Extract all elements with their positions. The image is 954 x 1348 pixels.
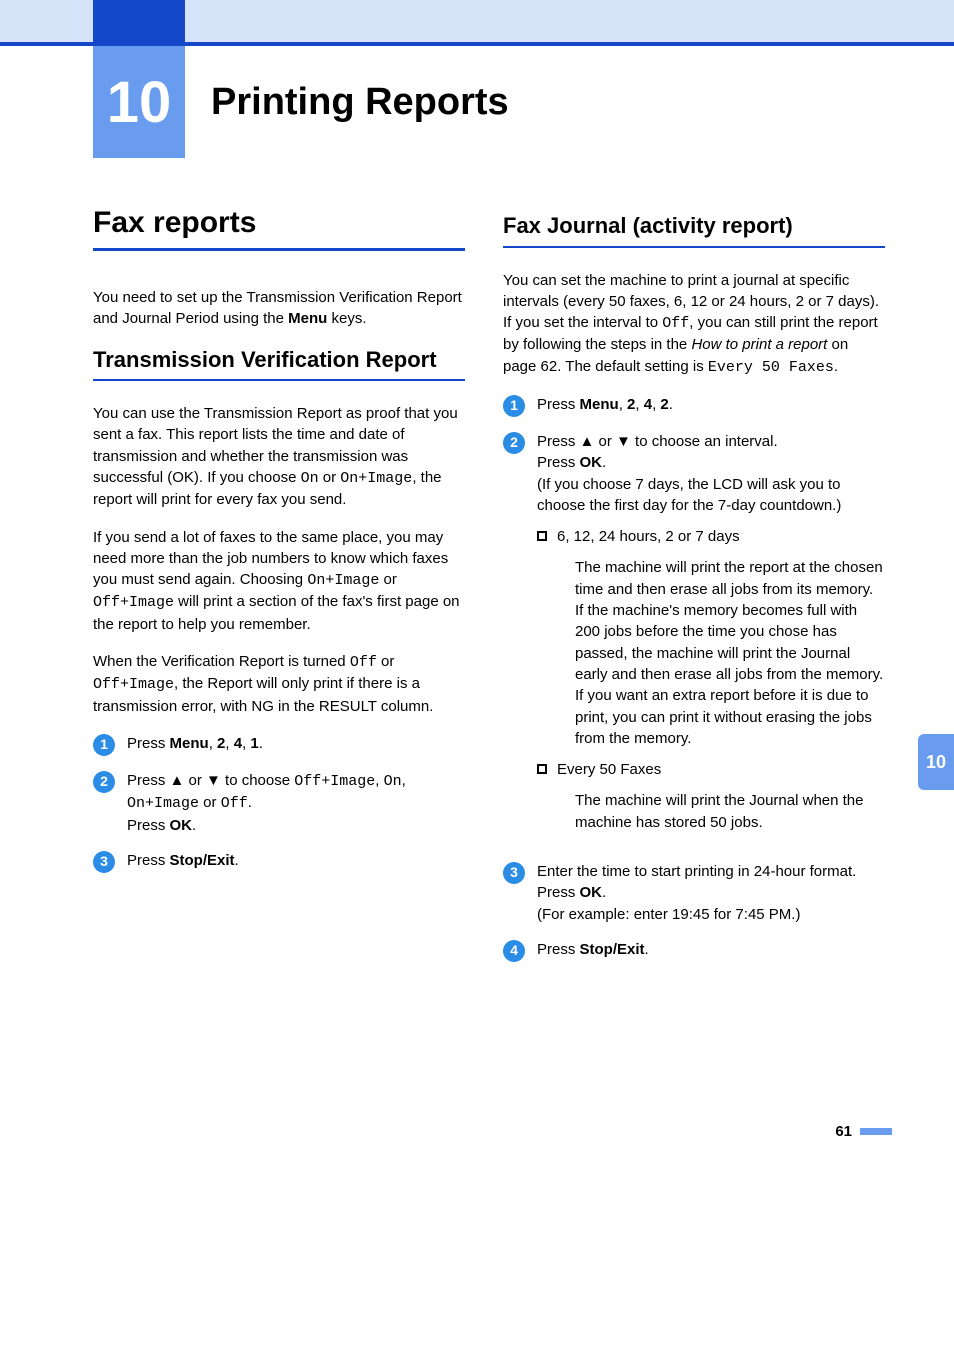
subsection-title: Fax Journal (activity report) — [503, 212, 885, 248]
step-badge: 2 — [93, 771, 115, 793]
step-3: 3 Enter the time to start printing in 24… — [503, 861, 885, 925]
step-1: 1 Press Menu, 2, 4, 2. — [503, 394, 885, 417]
content-area: Fax reports You need to set up the Trans… — [0, 158, 954, 976]
left-column: Fax reports You need to set up the Trans… — [93, 206, 465, 976]
step-badge: 4 — [503, 940, 525, 962]
chapter-number: 10 — [107, 69, 172, 136]
tv-paragraph-3: When the Verification Report is turned O… — [93, 651, 465, 717]
subsection-title: Transmission Verification Report — [93, 346, 465, 382]
header-accent — [93, 0, 185, 46]
right-column: Fax Journal (activity report) You can se… — [503, 206, 885, 976]
step-2: 2 Press ▲ or ▼ to choose an interval. Pr… — [503, 431, 885, 847]
step-badge: 1 — [503, 395, 525, 417]
bullet-item: Every 50 Faxes The machine will print th… — [537, 759, 885, 833]
chapter-number-box: 10 — [93, 46, 185, 158]
step-badge: 3 — [93, 851, 115, 873]
tv-paragraph-2: If you send a lot of faxes to the same p… — [93, 527, 465, 635]
step-2: 2 Press ▲ or ▼ to choose Off+Image, On, … — [93, 770, 465, 836]
interval-bullets: 6, 12, 24 hours, 2 or 7 days The machine… — [537, 526, 885, 833]
bullet-item: 6, 12, 24 hours, 2 or 7 days The machine… — [537, 526, 885, 749]
tv-steps: 1 Press Menu, 2, 4, 1. 2 Press ▲ or ▼ to… — [93, 733, 465, 873]
intro-paragraph: You need to set up the Transmission Veri… — [93, 287, 465, 330]
chapter-title: Printing Reports — [185, 46, 509, 158]
step-3: 3 Press Stop/Exit. — [93, 850, 465, 873]
step-badge: 1 — [93, 734, 115, 756]
fj-steps: 1 Press Menu, 2, 4, 2. 2 Press ▲ or ▼ to… — [503, 394, 885, 962]
step-badge: 2 — [503, 432, 525, 454]
tv-paragraph-1: You can use the Transmission Report as p… — [93, 403, 465, 510]
step-4: 4 Press Stop/Exit. — [503, 939, 885, 962]
square-bullet-icon — [537, 531, 547, 541]
header-bar — [0, 0, 954, 46]
square-bullet-icon — [537, 764, 547, 774]
section-title: Fax reports — [93, 206, 465, 251]
step-1: 1 Press Menu, 2, 4, 1. — [93, 733, 465, 756]
fj-paragraph-1: You can set the machine to print a journ… — [503, 270, 885, 378]
chapter-side-tab: 10 — [918, 734, 954, 790]
page-number: 61 — [835, 1123, 852, 1140]
step-badge: 3 — [503, 862, 525, 884]
chapter-header: 10 Printing Reports — [0, 46, 954, 158]
footer-bar-icon — [860, 1128, 892, 1135]
page-footer: 61 — [835, 1123, 892, 1140]
